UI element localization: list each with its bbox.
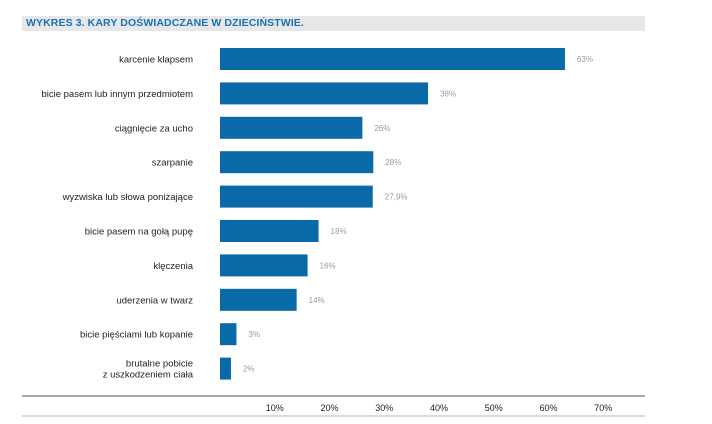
value-label-0: 63% (577, 55, 593, 64)
value-label-2: 26% (374, 124, 390, 133)
x-tick-label-4: 50% (485, 403, 503, 413)
bar-6 (220, 254, 308, 277)
value-label-7: 14% (309, 296, 325, 305)
bar-9 (220, 357, 231, 380)
value-label-1: 38% (440, 89, 456, 98)
value-label-4: 27,9% (385, 193, 408, 202)
bar-8 (220, 323, 237, 346)
category-label-6: klęczenia (153, 261, 193, 272)
bar-7 (220, 288, 297, 311)
bar-1 (220, 82, 429, 105)
x-tick-label-0: 10% (266, 403, 284, 413)
value-label-8: 3% (248, 330, 260, 339)
value-label-3: 28% (385, 158, 401, 167)
category-label-5: bicie pasem na gołą pupę (85, 227, 193, 238)
bar-0 (220, 48, 565, 70)
category-label-7: uderzenia w twarz (116, 295, 193, 306)
value-label-9: 2% (243, 365, 255, 374)
x-tick-label-3: 40% (430, 403, 448, 413)
x-tick-label-2: 30% (375, 403, 393, 413)
category-label-4: wyzwiska lub słowa poniżające (62, 192, 193, 203)
x-tick-label-5: 60% (539, 403, 557, 413)
bar-4 (220, 185, 373, 208)
category-label-1: bicie pasem lub innym przedmiotem (41, 89, 193, 100)
category-label-9: brutalne pobicie z uszkodzeniem ciała (103, 359, 194, 381)
chart-title: WYKRES 3. KARY DOŚWIADCZANE W DZIECIŃSTW… (26, 17, 304, 29)
value-label-5: 18% (331, 227, 347, 236)
category-label-2: ciągnięcie za ucho (115, 123, 193, 134)
category-label-0: karcenie klapsem (119, 55, 193, 66)
bar-5 (220, 220, 319, 242)
title-bar: WYKRES 3. KARY DOŚWIADCZANE W DZIECIŃSTW… (22, 16, 645, 31)
category-label-3: szarpanie (152, 158, 193, 169)
bar-2 (220, 116, 363, 139)
x-tick-label-6: 70% (594, 403, 612, 413)
x-tick-label-1: 20% (320, 403, 338, 413)
value-label-6: 16% (320, 261, 336, 270)
bar-3 (220, 151, 374, 174)
category-label-8: bicie pięściami lub kopanie (80, 330, 193, 341)
